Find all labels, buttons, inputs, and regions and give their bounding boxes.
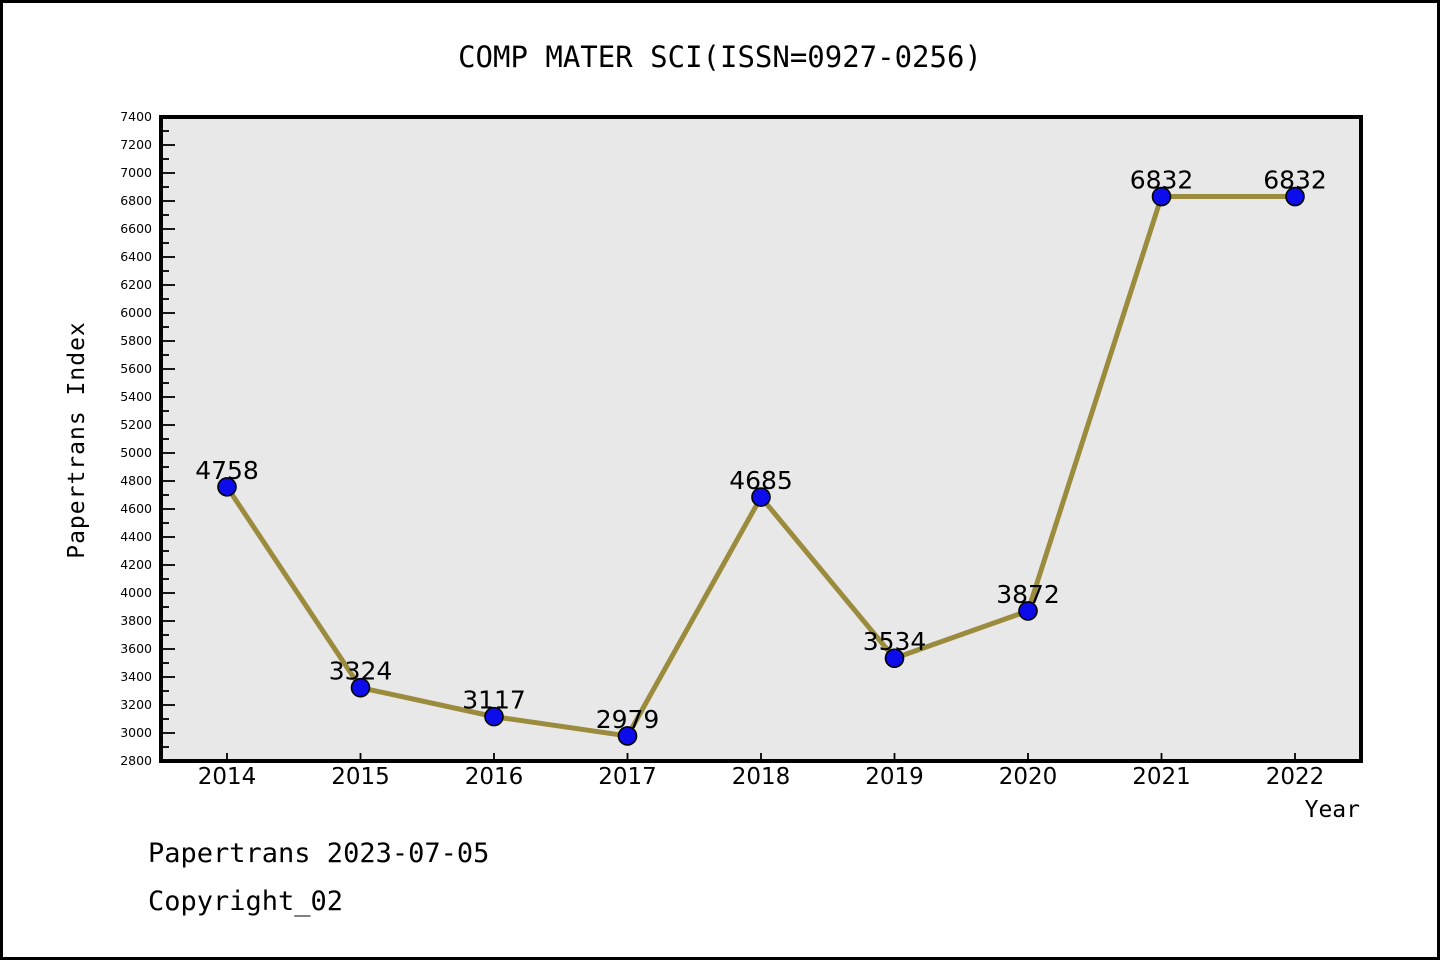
data-point [484, 706, 504, 727]
x-tick-label: 2022 [1266, 764, 1325, 790]
y-tick-label: 3000 [120, 725, 152, 740]
y-tick-label: 6600 [120, 221, 152, 236]
data-point-label: 3117 [462, 686, 526, 715]
data-point-label: 4758 [195, 456, 259, 485]
chart-title: COMP MATER SCI(ISSN=0927-0256) [458, 40, 982, 74]
y-tick-label: 6800 [120, 193, 152, 208]
data-point [1285, 186, 1305, 207]
y-tick-label: 4400 [120, 529, 152, 544]
y-tick-label: 4600 [120, 501, 152, 516]
x-tick-label: 2018 [732, 764, 791, 790]
y-tick-label: 3200 [120, 697, 152, 712]
y-tick-label: 6400 [120, 249, 152, 264]
y-tick-label: 6000 [120, 305, 152, 320]
y-tick-label: 2800 [120, 753, 152, 768]
x-tick-label: 2015 [331, 764, 390, 790]
y-tick-label: 4200 [120, 557, 152, 572]
data-point [884, 648, 905, 669]
y-tick-label: 3400 [120, 669, 152, 684]
y-tick-label: 5600 [120, 361, 152, 376]
x-tick-label: 2020 [999, 764, 1058, 790]
y-tick-label: 3600 [120, 641, 152, 656]
data-point [350, 677, 371, 698]
x-tick-label: 2014 [198, 764, 257, 790]
y-tick-label: 5200 [120, 417, 152, 432]
y-tick-label: 4000 [120, 585, 152, 600]
data-point-label: 2979 [596, 705, 660, 734]
data-point-label: 6832 [1130, 166, 1194, 195]
data-point [1151, 186, 1172, 207]
data-point-label: 3872 [996, 580, 1060, 609]
x-tick-label: 2017 [598, 764, 657, 790]
data-point [751, 487, 771, 507]
data-point [1018, 601, 1038, 621]
plot-border [159, 115, 1363, 763]
x-axis-label: Year [1304, 797, 1360, 823]
data-point [617, 726, 638, 746]
y-tick-label: 7400 [120, 109, 152, 124]
data-point-label: 6832 [1263, 166, 1327, 195]
x-tick-label: 2016 [465, 764, 524, 790]
y-tick-label: 7000 [120, 165, 152, 180]
x-tick-label: 2019 [865, 764, 924, 790]
y-tick-label: 6200 [120, 277, 152, 292]
x-tick-label: 2021 [1132, 764, 1191, 790]
y-tick-label: 5000 [120, 445, 152, 460]
data-point-label: 3534 [863, 627, 927, 656]
plot-area [161, 117, 1361, 761]
y-tick-label: 3800 [120, 613, 152, 628]
y-tick-label: 4800 [120, 473, 152, 488]
data-point-label: 3324 [329, 657, 393, 686]
y-tick-label: 5800 [120, 333, 152, 348]
data-point [217, 477, 237, 497]
footer-watermark-text: Papertrans 2023-07-05 [148, 838, 490, 869]
data-point-label: 4685 [729, 466, 793, 495]
footer-copyright-text: Copyright_02 [148, 886, 344, 917]
y-tick-label: 7200 [120, 137, 152, 152]
y-tick-label: 5400 [120, 389, 152, 404]
